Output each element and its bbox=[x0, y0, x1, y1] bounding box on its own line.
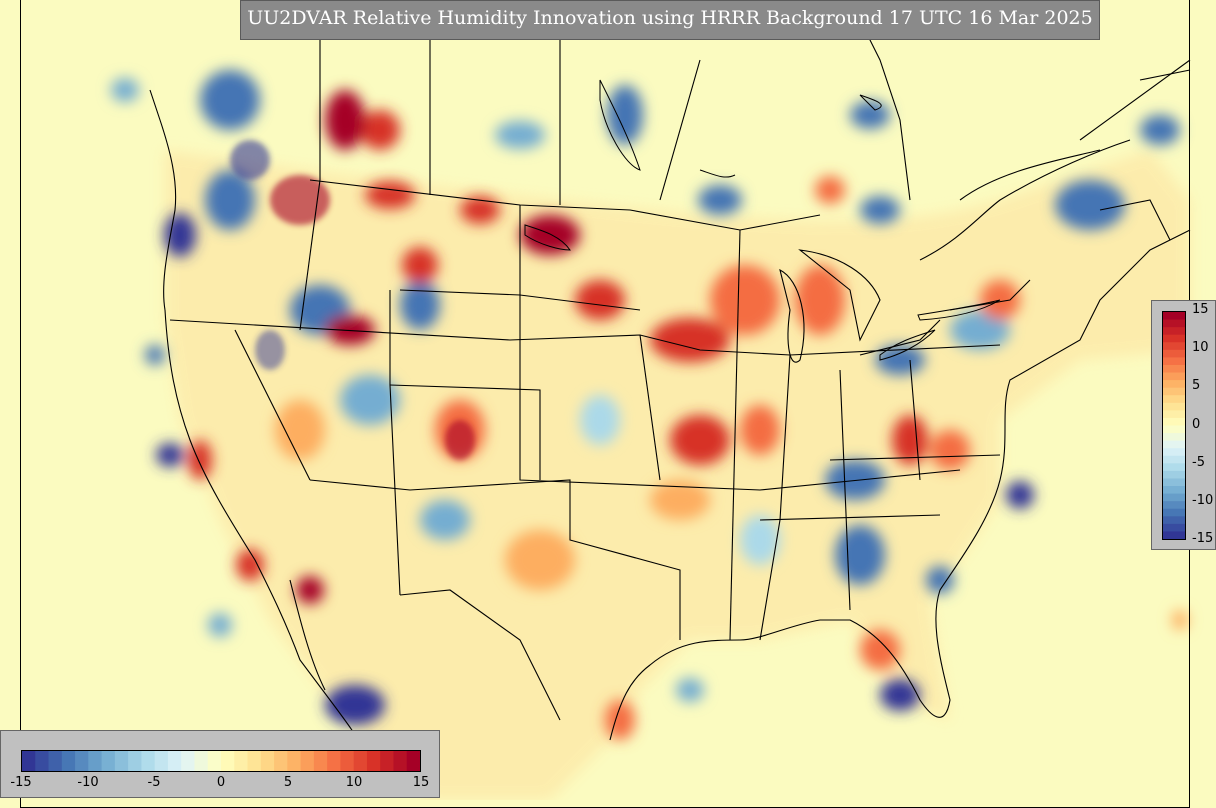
colorbar-step bbox=[234, 751, 249, 771]
title-banner: UU2DVAR Relative Humidity Innovation usi… bbox=[240, 0, 1100, 40]
htick-label: -15 bbox=[10, 775, 32, 790]
colorbar-step bbox=[1163, 448, 1185, 457]
colorbar-step bbox=[274, 751, 288, 771]
colorbar-step bbox=[22, 751, 36, 771]
colorbar-step bbox=[221, 751, 235, 771]
colorbar-step bbox=[340, 751, 355, 771]
horizontal-colorbar-panel: -15 -10 -5 0 5 10 15 bbox=[0, 730, 440, 798]
colorbar-step bbox=[75, 751, 89, 771]
colorbar-step bbox=[1163, 501, 1185, 510]
colorbar-step bbox=[1163, 433, 1185, 442]
colorbar-step bbox=[1163, 357, 1185, 366]
colorbar-step bbox=[1163, 372, 1185, 381]
colorbar-step bbox=[1163, 508, 1185, 517]
colorbar-step bbox=[1163, 516, 1185, 525]
colorbar-step bbox=[141, 751, 156, 771]
htick-label: 15 bbox=[412, 775, 430, 790]
colorbar-step bbox=[1163, 470, 1185, 479]
colorbar-step bbox=[61, 751, 76, 771]
colorbar-step bbox=[1163, 425, 1185, 434]
vertical-colorbar bbox=[1162, 311, 1186, 540]
vtick-label: 10 bbox=[1192, 340, 1209, 355]
colorbar-step bbox=[1163, 417, 1185, 426]
vtick-label: 5 bbox=[1192, 378, 1201, 393]
htick-label: -10 bbox=[77, 775, 99, 790]
vtick-label: 15 bbox=[1192, 302, 1209, 317]
vtick-label: 0 bbox=[1192, 417, 1201, 432]
colorbar-step bbox=[1163, 395, 1185, 404]
colorbar-step bbox=[101, 751, 116, 771]
colorbar-step bbox=[154, 751, 169, 771]
colorbar-step bbox=[1163, 349, 1185, 358]
colorbar-step bbox=[1163, 440, 1185, 449]
htick-label: 0 bbox=[216, 775, 226, 790]
colorbar-step bbox=[194, 751, 209, 771]
colorbar-step bbox=[327, 751, 341, 771]
colorbar-step bbox=[1163, 387, 1185, 396]
colorbar-step bbox=[300, 751, 315, 771]
colorbar-step bbox=[353, 751, 368, 771]
colorbar-step bbox=[247, 751, 262, 771]
humidity-field bbox=[111, 70, 1188, 740]
colorbar-step bbox=[207, 751, 222, 771]
htick-label: 10 bbox=[345, 775, 363, 790]
colorbar-step bbox=[114, 751, 129, 771]
colorbar-step bbox=[88, 751, 103, 771]
colorbar-step bbox=[260, 751, 275, 771]
colorbar-step bbox=[287, 751, 302, 771]
colorbar-step bbox=[181, 751, 195, 771]
colorbar-step bbox=[1163, 319, 1185, 328]
colorbar-step bbox=[48, 751, 63, 771]
colorbar-step bbox=[1163, 478, 1185, 487]
colorbar-step bbox=[1163, 463, 1185, 472]
colorbar-step bbox=[393, 751, 408, 771]
colorbar-step bbox=[167, 751, 182, 771]
htick-label: 5 bbox=[283, 775, 293, 790]
colorbar-step bbox=[1163, 486, 1185, 495]
map-title: UU2DVAR Relative Humidity Innovation usi… bbox=[247, 7, 1093, 29]
horizontal-colorbar bbox=[21, 750, 421, 772]
colorbar-step bbox=[128, 751, 142, 771]
colorbar-step bbox=[1163, 410, 1185, 419]
colorbar-step bbox=[313, 751, 328, 771]
colorbar-step bbox=[1163, 364, 1185, 374]
colorbar-step bbox=[1163, 402, 1185, 411]
colorbar-step bbox=[1163, 334, 1185, 343]
colorbar-step bbox=[1163, 380, 1185, 389]
colorbar-step bbox=[380, 751, 394, 771]
colorbar-step bbox=[1163, 455, 1185, 464]
colorbar-step bbox=[1163, 523, 1185, 532]
vtick-label: -15 bbox=[1192, 531, 1214, 546]
vtick-label: -10 bbox=[1192, 493, 1214, 508]
htick-label: -5 bbox=[147, 775, 161, 790]
colorbar-step bbox=[366, 751, 381, 771]
colorbar-step bbox=[35, 751, 50, 771]
colorbar-step bbox=[1163, 342, 1185, 351]
vertical-colorbar-panel: 15 10 5 0 -5 -10 -15 bbox=[1151, 300, 1216, 550]
colorbar-step bbox=[1163, 531, 1185, 539]
vtick-label: -5 bbox=[1192, 455, 1205, 470]
colorbar-step bbox=[406, 751, 420, 771]
borders bbox=[149, 19, 1191, 761]
colorbar-step bbox=[1163, 493, 1185, 502]
colorbar-step bbox=[1163, 312, 1185, 321]
colorbar-step bbox=[1163, 327, 1185, 336]
